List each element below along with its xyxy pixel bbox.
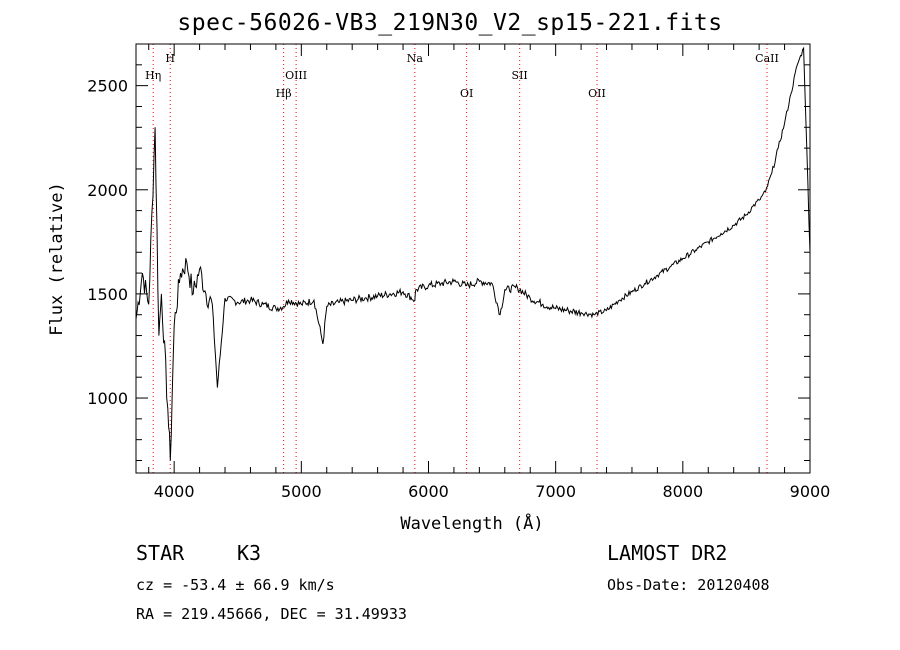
x-tick-label-0: 4000 xyxy=(154,482,195,501)
coordinates-text: RA = 219.45666, DEC = 31.49933 xyxy=(136,605,407,623)
y-tick-label-3: 2500 xyxy=(87,77,128,96)
observation-date: Obs-Date: 20120408 xyxy=(607,576,770,594)
x-axis-ticks: 4000 5000 6000 7000 8000 9000 xyxy=(148,44,831,501)
y-tick-label-2: 2000 xyxy=(87,181,128,200)
line-label-1: H xyxy=(165,52,175,65)
y-tick-label-1: 1500 xyxy=(87,285,128,304)
x-tick-label-2: 6000 xyxy=(408,482,449,501)
line-label-7: OII xyxy=(588,87,606,100)
spectrum-line xyxy=(135,46,811,461)
line-label-0: Hη xyxy=(145,69,161,82)
x-axis-label: Wavelength (Å) xyxy=(400,512,543,534)
x-tick-label-3: 7000 xyxy=(535,482,576,501)
emission-line-labels: Hη H Hβ OIII Na OI SII OII CaII xyxy=(145,52,779,100)
x-tick-label-1: 5000 xyxy=(281,482,322,501)
survey-name: LAMOST DR2 xyxy=(607,541,728,565)
line-label-8: CaII xyxy=(755,52,779,65)
object-subclass: K3 xyxy=(237,541,262,565)
y-axis-label: Flux (relative) xyxy=(47,182,67,336)
y-tick-label-0: 1000 xyxy=(87,389,128,408)
chart-title: spec-56026-VB3_219N30_V2_sp15-221.fits xyxy=(177,10,723,36)
emission-line-markers xyxy=(152,44,768,473)
line-label-5: OI xyxy=(460,87,473,100)
object-class: STAR xyxy=(136,541,185,565)
line-label-6: SII xyxy=(512,69,528,82)
line-label-3: OIII xyxy=(285,69,307,82)
x-tick-label-5: 9000 xyxy=(790,482,831,501)
line-label-4: Na xyxy=(407,52,424,65)
redshift-text: cz = -53.4 ± 66.9 km/s xyxy=(136,576,335,594)
y-axis-ticks: 1000 1500 2000 2500 xyxy=(87,64,810,462)
x-tick-label-4: 8000 xyxy=(662,482,703,501)
plot-frame xyxy=(135,43,811,474)
line-label-2: Hβ xyxy=(276,87,292,100)
